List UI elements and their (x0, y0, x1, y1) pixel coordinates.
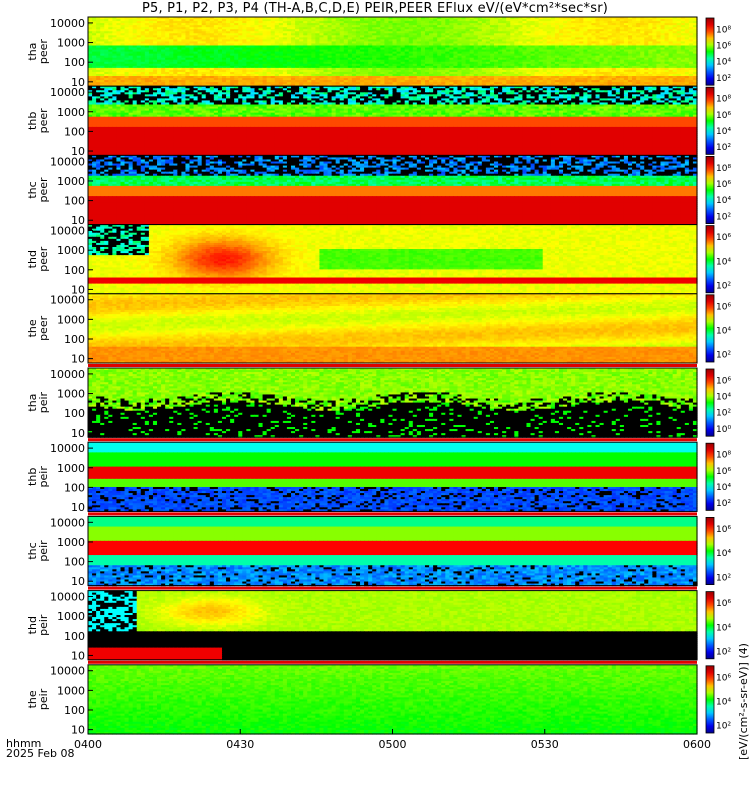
spectrogram-stack: 10000100010010thapeer10⁸10⁶10⁴10²1000010… (0, 0, 750, 800)
